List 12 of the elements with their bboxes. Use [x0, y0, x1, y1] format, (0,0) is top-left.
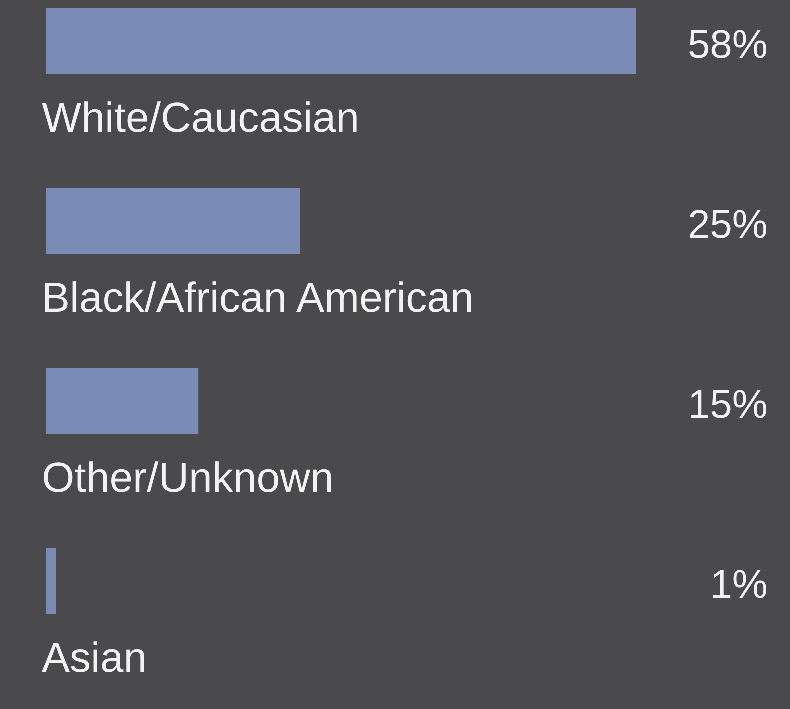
data-label: 25%: [688, 203, 768, 247]
bar: [46, 188, 300, 254]
bar: [46, 368, 199, 434]
bar: [46, 548, 56, 614]
data-label: 58%: [688, 23, 768, 67]
y-tick-label: White/Caucasian: [42, 94, 360, 141]
bar: [46, 8, 636, 74]
y-tick-label: Other/Unknown: [42, 454, 334, 501]
y-tick-label: Black/African American: [42, 274, 474, 321]
y-tick-label: Asian: [42, 634, 148, 681]
data-label: 15%: [688, 383, 768, 427]
data-label: 1%: [710, 563, 768, 607]
